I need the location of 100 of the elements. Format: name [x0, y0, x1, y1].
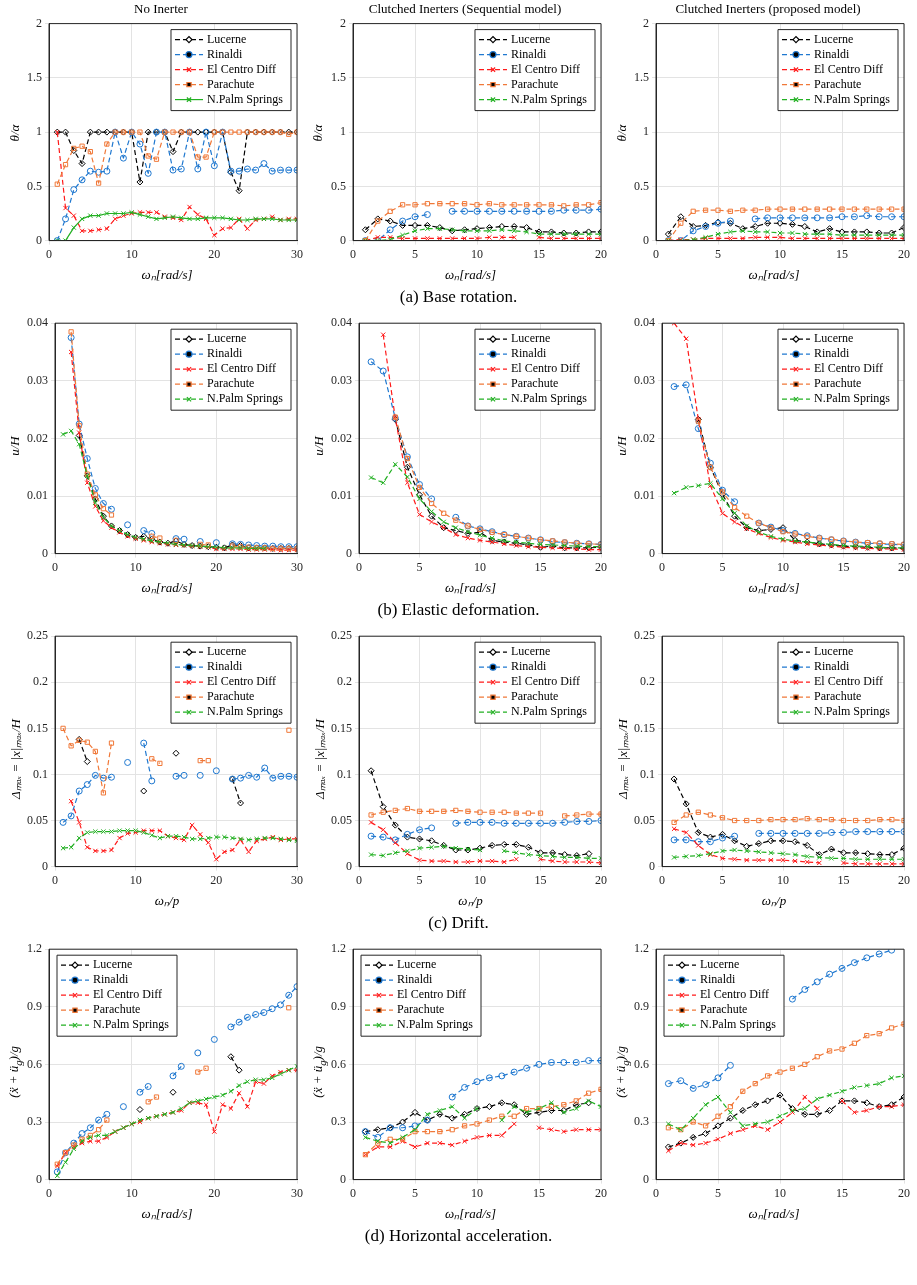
x-tick-label: 0 — [659, 872, 665, 887]
legend-label: El Centro Diff — [396, 987, 466, 1002]
x-axis-title: ωₙ[rad/s] — [140, 579, 194, 596]
legend-label: Rinaldi — [510, 346, 547, 361]
x-tick-label: 30 — [291, 1185, 303, 1200]
x-tick-label: 15 — [837, 559, 850, 574]
legend-label: N.Palm Springs — [700, 1017, 777, 1032]
y-tick-label: 0.9 — [634, 998, 649, 1013]
legend-label: N.Palm Springs — [93, 1017, 170, 1032]
x-tick-label: 15 — [534, 559, 546, 574]
y-axis-title: θ/α — [6, 124, 23, 141]
y-tick-label: 0 — [36, 1171, 42, 1186]
y-tick-label: 0.03 — [27, 372, 48, 387]
x-tick-label: 0 — [52, 872, 58, 887]
y-tick-label: 0 — [643, 232, 649, 247]
legend-label: Lucerne — [813, 331, 854, 346]
legend-label: Parachute — [510, 689, 558, 704]
y-tick-label: 2 — [36, 15, 42, 30]
legend-label: Lucerne — [813, 31, 854, 46]
y-tick-label: 1 — [339, 124, 346, 139]
y-tick-label: 0 — [649, 545, 655, 560]
y-tick-label: 0 — [339, 1171, 346, 1186]
x-tick-label: 10 — [129, 559, 142, 574]
y-tick-label: 0.01 — [634, 488, 655, 503]
legend-label: Rinaldi — [700, 972, 736, 987]
x-tick-label: 15 — [837, 872, 850, 887]
y-tick-label: 1 — [36, 124, 42, 139]
legend-label: Parachute — [813, 689, 862, 704]
legend-label: Rinaldi — [206, 659, 243, 674]
y-tick-label: 0.03 — [330, 372, 352, 387]
legend-label: Rinaldi — [510, 46, 547, 61]
x-tick-label: 5 — [719, 872, 726, 887]
legend-label: El Centro Diff — [206, 674, 277, 689]
legend-label: Parachute — [206, 76, 255, 91]
x-axis-title: ωₙ[rad/s] — [747, 579, 801, 596]
x-tick-label: 5 — [411, 1185, 418, 1200]
y-axis-title: Δₘₐₓ = |x|ₘₐₓ/H — [310, 718, 328, 799]
legend-label: N.Palm Springs — [510, 704, 587, 719]
legend-label: El Centro Diff — [206, 361, 277, 376]
x-tick-label: 30 — [291, 246, 303, 261]
y-tick-label: 1.2 — [27, 941, 42, 956]
x-tick-label: 15 — [532, 1185, 545, 1200]
y-tick-label: 0 — [42, 858, 48, 873]
x-tick-label: 20 — [210, 559, 223, 574]
text: (b) Elastic deformation. — [376, 599, 541, 621]
x-tick-label: 30 — [291, 872, 303, 887]
y-tick-label: 0 — [649, 858, 655, 873]
legend-label: Parachute — [510, 376, 558, 391]
x-tick-label: 5 — [416, 559, 422, 574]
y-tick-label: 0.03 — [634, 372, 655, 387]
legend-label: Parachute — [206, 689, 255, 704]
legend-label: Lucerne — [206, 31, 247, 46]
y-tick-label: 2 — [643, 15, 649, 30]
y-tick-label: 1.2 — [634, 941, 649, 956]
legend-label: El Centro Diff — [700, 987, 770, 1002]
y-tick-label: 0.9 — [27, 998, 42, 1013]
x-tick-label: 0 — [355, 872, 362, 887]
y-tick-label: 0.3 — [27, 1114, 42, 1129]
x-tick-label: 10 — [777, 872, 789, 887]
y-tick-label: 0.5 — [27, 178, 42, 193]
chart-title: Clutched Inerters (proposed model) — [675, 1, 861, 17]
y-axis-title: θ/α — [310, 124, 327, 141]
y-tick-label: 0.25 — [634, 628, 655, 643]
x-tick-label: 20 — [594, 872, 607, 887]
x-axis-title: ωₙ[rad/s] — [444, 266, 497, 283]
y-tick-label: 0 — [339, 232, 346, 247]
legend-label: Rinaldi — [206, 46, 243, 61]
y-tick-label: 0.1 — [640, 766, 655, 781]
y-tick-label: 0 — [345, 545, 352, 560]
x-tick-label: 20 — [594, 559, 607, 574]
y-tick-label: 0 — [42, 545, 48, 560]
y-tick-label: 0.5 — [634, 178, 649, 193]
legend-label: Rinaldi — [510, 659, 547, 674]
legend-label: N.Palm Springs — [510, 91, 587, 106]
x-tick-label: 5 — [411, 246, 418, 261]
legend-label: Parachute — [700, 1002, 748, 1017]
legend-label: Parachute — [510, 76, 558, 91]
y-tick-label: 0.15 — [330, 720, 352, 735]
y-tick-label: 0 — [345, 858, 352, 873]
chart-title: No Inerter — [134, 1, 189, 17]
legend-label: N.Palm Springs — [206, 391, 284, 406]
x-axis-title: ωₙ[rad/s] — [747, 266, 801, 283]
y-tick-label: 0.01 — [27, 488, 48, 503]
y-tick-label: 0.9 — [330, 998, 346, 1013]
x-tick-label: 10 — [129, 872, 142, 887]
x-tick-label: 15 — [534, 872, 546, 887]
x-tick-label: 10 — [473, 559, 486, 574]
y-tick-label: 0.5 — [330, 178, 346, 193]
x-tick-label: 20 — [898, 559, 910, 574]
x-tick-label: 20 — [898, 872, 910, 887]
legend-label: El Centro Diff — [93, 987, 163, 1002]
y-tick-label: 0.25 — [27, 628, 48, 643]
y-axis-title: u/H — [7, 435, 23, 456]
y-tick-label: 0.02 — [27, 430, 48, 445]
legend-label: Lucerne — [510, 31, 550, 46]
legend-label: El Centro Diff — [206, 61, 277, 76]
x-tick-label: 20 — [208, 1185, 221, 1200]
legend-label: Lucerne — [700, 957, 740, 972]
legend-label: El Centro Diff — [510, 61, 580, 76]
x-axis-title: ωₙ[rad/s] — [747, 1205, 801, 1222]
